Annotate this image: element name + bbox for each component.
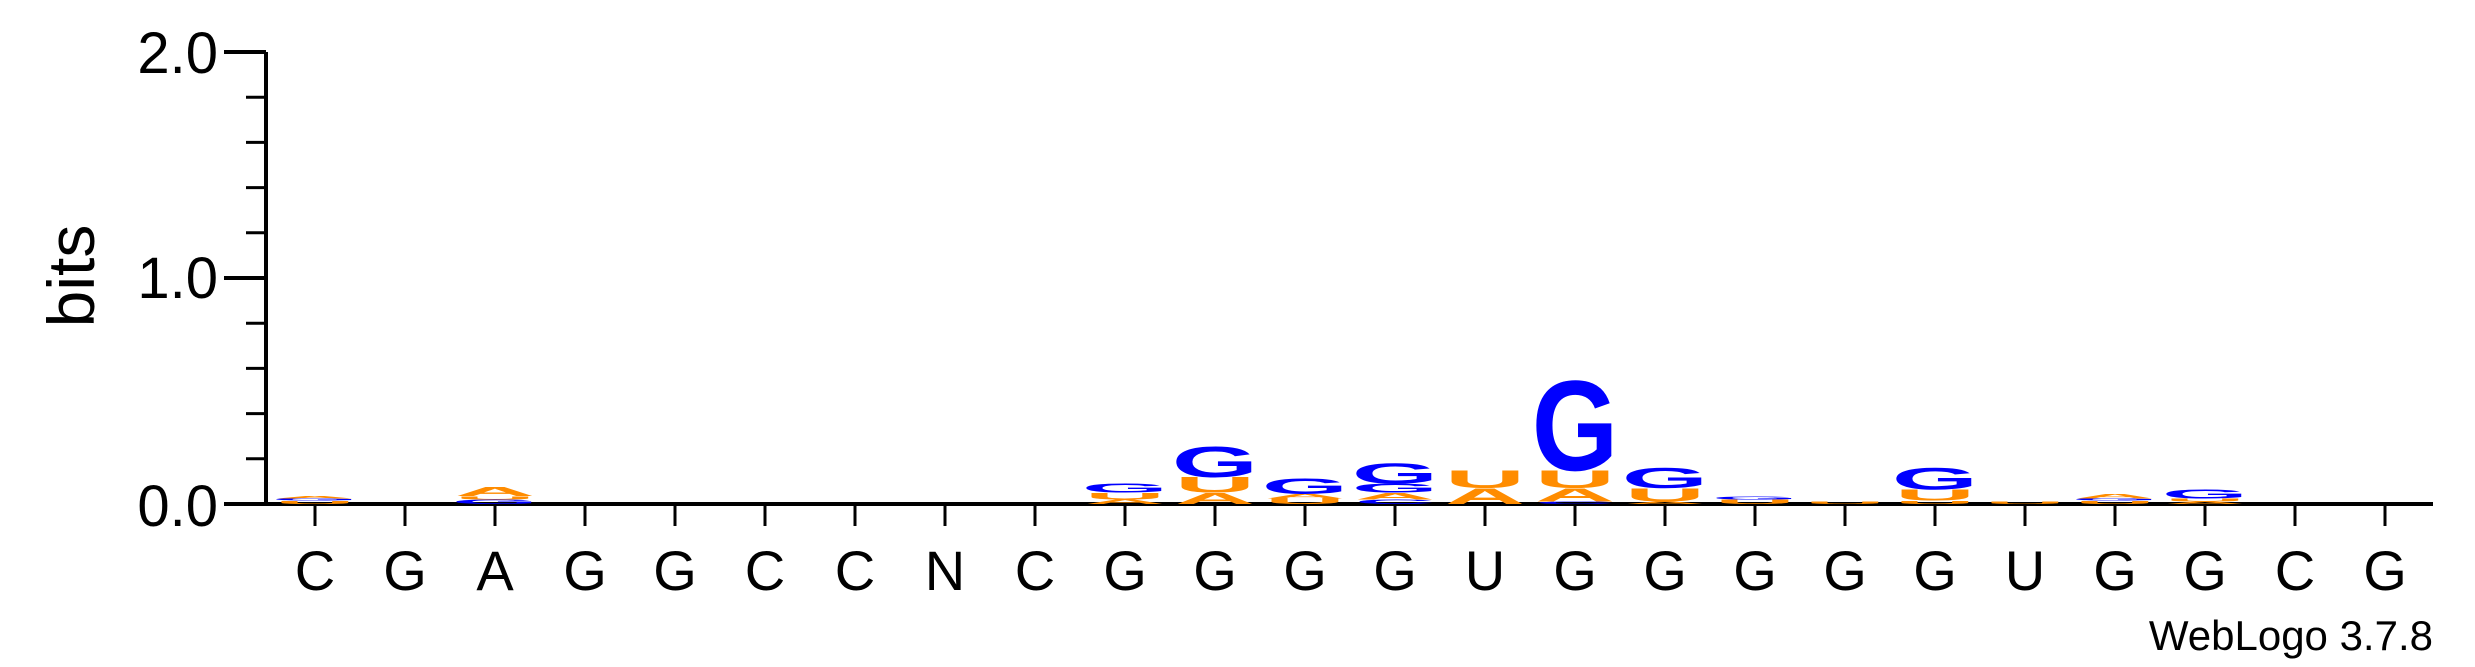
y-axis-minor-ticks (246, 95, 266, 461)
logo-letter-u: U (1175, 473, 1255, 497)
logo-letter-u: U (1085, 491, 1165, 502)
logo-letter-a: A (1355, 491, 1435, 502)
logo-letter-g: G (1352, 459, 1438, 490)
position-label: G (1553, 539, 1597, 602)
logo-letter-u: U (2075, 500, 2155, 505)
logo-letter-g: G (2072, 498, 2158, 502)
position-label: G (1733, 539, 1777, 602)
logo-letter-a: A (1265, 493, 1345, 500)
logo-letter-a: A (1175, 490, 1255, 508)
position-label: G (2363, 539, 2407, 602)
position-label: N (925, 539, 965, 602)
logo-letter-u: U (1445, 466, 1525, 494)
logo-letter-g: G (1172, 437, 1258, 486)
y-axis-tick-labels: 0.0 1.0 2.0 (137, 21, 218, 539)
y-tick-label: 1.0 (137, 246, 218, 311)
position-label: G (1103, 539, 1147, 602)
logo-letter-g: G (1262, 474, 1348, 498)
logo-letter-u: U (2165, 497, 2245, 502)
position-label: U (2005, 539, 2045, 602)
position-label: G (563, 539, 607, 602)
logo-letter-a: A (1085, 498, 1165, 505)
logo-letter-u: U (455, 495, 535, 500)
logo-letter-g: G (272, 498, 358, 502)
position-label: C (835, 539, 875, 602)
x-axis-position-labels: C G A G G C C N C G G G G U G G G G G U … (295, 539, 2407, 602)
logo-letter-u: U (1265, 497, 1345, 506)
logo-letter-a: A (2075, 493, 2155, 500)
position-label: G (653, 539, 697, 602)
position-label: C (295, 539, 335, 602)
logo-letter-a: A (1625, 501, 1705, 505)
position-label: C (2275, 539, 2315, 602)
position-label: C (1015, 539, 1055, 602)
position-label: G (1193, 539, 1237, 602)
position-label: G (383, 539, 427, 602)
logo-letter-c: C (1355, 498, 1435, 505)
logo-letter-g: G (1622, 463, 1708, 494)
logo-letter-g: G (1892, 461, 1978, 496)
logo-letter-a: A (2165, 501, 2245, 505)
logo-letter-a: A (1445, 484, 1525, 508)
logo-letter-g: G (1082, 481, 1168, 495)
position-label: G (1643, 539, 1687, 602)
position-label: C (745, 539, 785, 602)
position-label: G (2183, 539, 2227, 602)
position-label: G (1913, 539, 1957, 602)
y-tick-label: 0.0 (137, 474, 218, 539)
logo-letter-u: U (1625, 485, 1705, 506)
x-axis-ticks (313, 504, 2387, 526)
logo-letter-u: U (1805, 501, 1885, 505)
position-label: U (1465, 539, 1505, 602)
logo-letter-a: A (455, 485, 535, 499)
logo-letter-g: G (2162, 487, 2248, 501)
logo-letter-g: G (1352, 481, 1438, 495)
logo-letter-a: A (275, 496, 355, 500)
logo-letter-u: U (1895, 486, 1975, 504)
logo-letter-g: G (452, 498, 538, 505)
logo-letter-a: A (1535, 485, 1615, 506)
y-axis-label: bits (34, 225, 108, 328)
position-label: G (1823, 539, 1867, 602)
weblogo-watermark: WebLogo 3.7.8 (2149, 612, 2433, 659)
logo-letter-u: U (1895, 500, 1975, 505)
logo-letter-c: C (1535, 501, 1615, 505)
logo-letter-u: U (1535, 466, 1615, 494)
position-label: G (1283, 539, 1327, 602)
logo-letter-g: G (1712, 495, 1798, 500)
y-axis-major-ticks (224, 50, 266, 506)
position-label: G (1373, 539, 1417, 602)
logo-letter-u: U (1985, 501, 2065, 505)
position-label: G (2093, 539, 2137, 602)
position-label: A (476, 539, 514, 602)
y-tick-label: 2.0 (137, 21, 218, 86)
logo-letter-u: U (275, 500, 355, 505)
logo-letter-u: U (1715, 498, 1795, 505)
logo-letter-g: G (1532, 354, 1618, 497)
